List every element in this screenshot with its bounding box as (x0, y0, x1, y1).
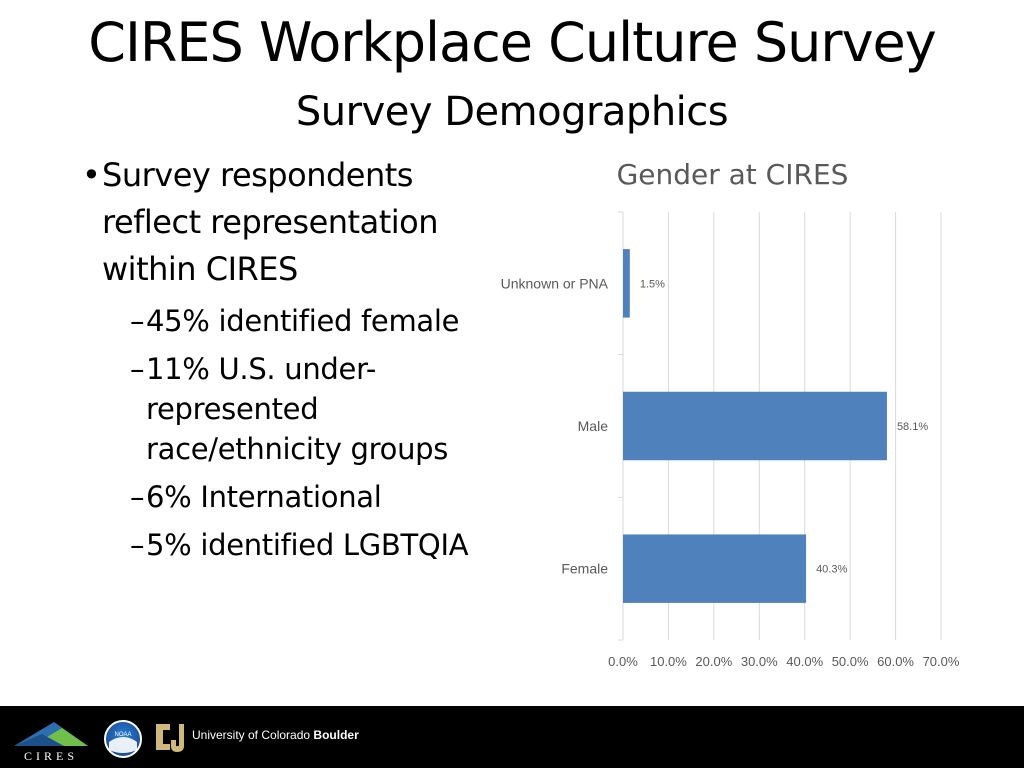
sub-bullet-female: –45% identified female (130, 301, 476, 341)
gender-bar-chart: 0.0% 10.0% 20.0% 30.0% 40.0% 50.0% 60.0% 70.0% U… (501, 211, 960, 669)
sub-bullet-lgbtqia: –5% identified LGBTQIA (130, 525, 476, 565)
dash-marker: – (130, 304, 145, 338)
slide-title: CIRES Workplace Culture Survey (88, 11, 936, 74)
x-tick-label: 0.0% (608, 654, 638, 669)
bullet-list: • Survey respondents reflect representat… (82, 152, 492, 565)
x-tick-label: 30.0% (741, 654, 778, 669)
x-tick-label: 10.0% (650, 654, 687, 669)
data-label: 40.3% (816, 564, 847, 576)
data-label: 1.5% (640, 278, 665, 290)
cires-logo-text: CIRES (24, 749, 78, 762)
x-tick-label: 20.0% (695, 654, 732, 669)
university-name-suffix: Boulder (313, 728, 359, 742)
noaa-logo-icon: NOAA (104, 720, 142, 758)
bar (623, 391, 887, 461)
sub-bullet-list: –45% identified female –11% U.S. under-r… (82, 301, 492, 565)
chart-title: Gender at CIRES (616, 158, 849, 191)
main-bullet-text: Survey respondents reflect representatio… (102, 156, 438, 288)
x-tick-label: 40.0% (786, 654, 823, 669)
cu-logo-icon (156, 724, 184, 752)
sub-bullet-underrepresented: –11% U.S. under-represented race/ethnici… (130, 349, 476, 469)
sub-bullet-text: 5% identified LGBTQIA (146, 528, 469, 562)
category-label: Female (561, 561, 608, 577)
dash-marker: – (130, 352, 145, 386)
x-tick-label: 70.0% (923, 654, 960, 669)
university-name-prefix: University of Colorado (192, 728, 311, 742)
x-tick-label: 60.0% (877, 654, 914, 669)
category-label: Unknown or PNA (501, 275, 609, 291)
dash-marker: – (130, 528, 145, 562)
dash-marker: – (130, 480, 145, 514)
bullet-marker: • (82, 156, 101, 194)
data-label: 58.1% (897, 421, 928, 433)
cires-logo-icon: CIRES (14, 722, 88, 762)
bar (623, 249, 630, 318)
slide-subtitle: Survey Demographics (295, 89, 729, 135)
footer-bar: CIRES NOAA University of Colorado Boulde… (0, 706, 1024, 768)
university-name: University of Colorado Boulder (192, 726, 359, 744)
bar (623, 534, 807, 603)
main-bullet: • Survey respondents reflect representat… (82, 152, 492, 293)
category-label: Male (578, 418, 609, 434)
sub-bullet-text: 11% U.S. under-represented race/ethnicit… (146, 352, 449, 466)
sub-bullet-text: 6% International (146, 480, 382, 514)
sub-bullet-text: 45% identified female (146, 304, 460, 338)
noaa-logo-text: NOAA (114, 732, 131, 738)
sub-bullet-international: –6% International (130, 477, 476, 517)
x-tick-label: 50.0% (832, 654, 869, 669)
